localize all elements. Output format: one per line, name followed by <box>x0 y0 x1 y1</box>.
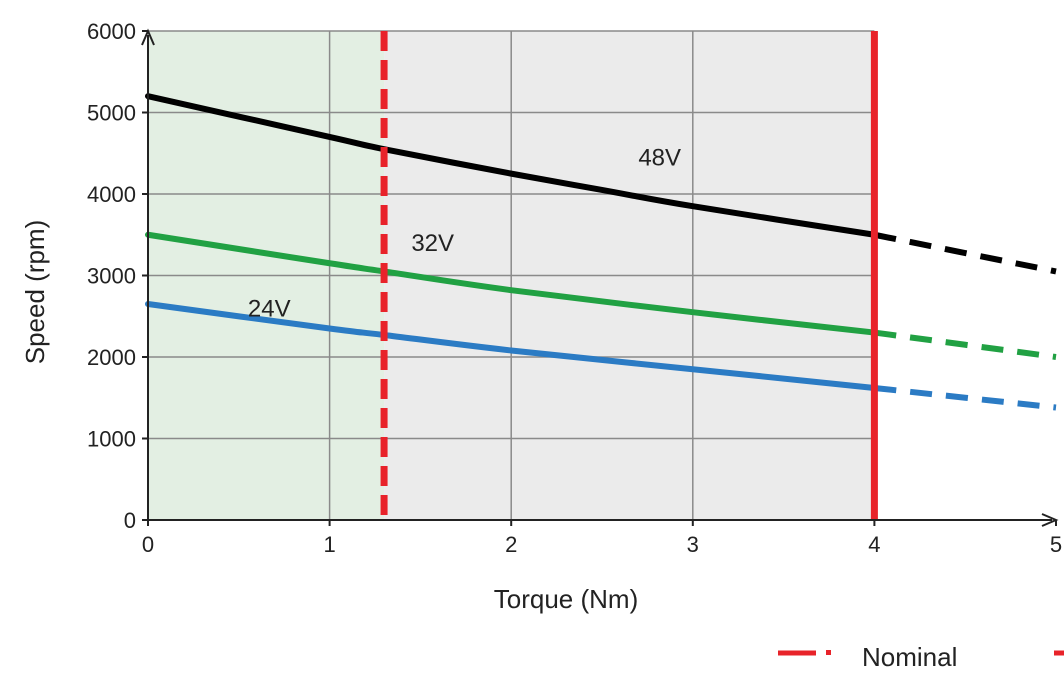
axes <box>141 28 1059 527</box>
y-tick-label-0: 0 <box>124 508 136 533</box>
legend-nominal-dot <box>826 650 831 655</box>
series-2-extension <box>874 384 1057 411</box>
series-2-line <box>145 301 878 391</box>
series-0-label: 48V <box>638 144 681 171</box>
series-2-label: 24V <box>248 295 291 322</box>
series-1-label: 32V <box>411 230 454 257</box>
curves <box>145 93 1057 411</box>
legend: Nominal <box>778 642 1064 672</box>
y-tick-label-5: 5000 <box>87 101 136 126</box>
tick-labels: 0 1 2 3 4 5 0 1000 2000 3000 4000 5000 6000 <box>87 19 1062 557</box>
x-tick-label-0: 0 <box>142 532 154 557</box>
series-1-extension <box>873 329 1057 360</box>
series-0-extension <box>873 231 1057 275</box>
series-1-line <box>145 231 878 336</box>
series-labels: 48V 32V 24V <box>248 144 681 322</box>
x-tick-label-4: 4 <box>868 532 880 557</box>
limit-lines <box>380 31 878 520</box>
y-tick-label-1: 1000 <box>87 427 136 452</box>
y-axis-title: Speed (rpm) <box>20 220 50 365</box>
y-tick-label-6: 6000 <box>87 19 136 44</box>
x-tick-label-2: 2 <box>505 532 517 557</box>
x-tick-label-5: 5 <box>1050 532 1062 557</box>
y-tick-label-3: 3000 <box>87 264 136 289</box>
x-tick-label-1: 1 <box>323 532 335 557</box>
y-tick-label-2: 2000 <box>87 345 136 370</box>
legend-nominal-label: Nominal <box>862 642 957 672</box>
x-axis-title: Torque (Nm) <box>494 584 638 614</box>
series-0-line <box>145 93 878 238</box>
y-tick-label-4: 4000 <box>87 182 136 207</box>
x-tick-label-3: 3 <box>687 532 699 557</box>
